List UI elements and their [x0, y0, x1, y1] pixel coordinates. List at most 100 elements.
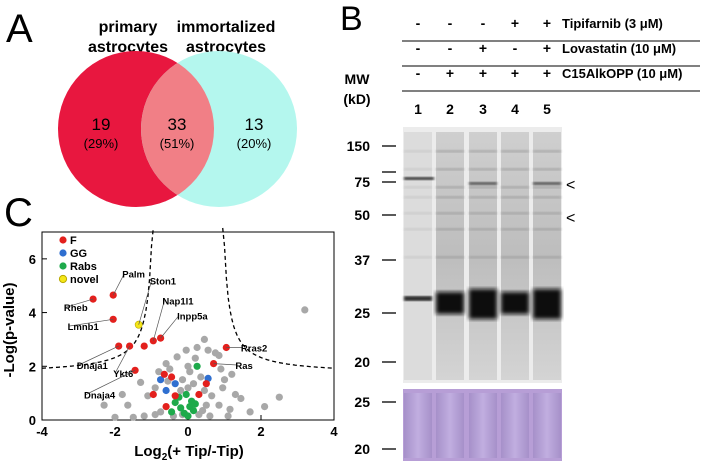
point-rabs: [168, 408, 176, 416]
faint-band: [533, 186, 561, 189]
point-rabs: [193, 362, 201, 370]
stain-lanes: [404, 393, 561, 458]
lane-number: 4: [511, 101, 519, 117]
y-tick-label: 6: [29, 252, 36, 267]
background-band: [404, 296, 432, 301]
faint-band: [501, 150, 529, 153]
condition-sign: +: [511, 15, 519, 31]
point-other: [237, 394, 245, 403]
point-other: [246, 408, 254, 416]
condition-sign: +: [479, 65, 487, 81]
point-other: [184, 384, 192, 392]
faint-band: [436, 212, 464, 215]
faint-band: [404, 256, 432, 259]
point-novel: [134, 320, 143, 329]
mw-label-50: 50: [354, 207, 370, 223]
gene-label-lmnb1: Lmnb1: [68, 322, 100, 333]
condition-label: Lovastatin (10 μM): [562, 41, 676, 56]
band-75kd-lane1: [404, 177, 434, 180]
point-other: [186, 368, 194, 376]
faint-band: [533, 256, 561, 259]
venn-overlap-count: 33: [168, 115, 187, 134]
panel-label-b: B: [340, 0, 363, 38]
point-other: [261, 403, 269, 411]
panel-label-c: C: [4, 191, 33, 235]
point-other: [215, 351, 223, 360]
point-other: [184, 362, 192, 370]
x-axis-label: Log2(+ Tip/-Tip): [134, 443, 244, 463]
lane-number: 1: [414, 101, 422, 117]
prenylated-protein-band: [533, 289, 561, 319]
point-f: [195, 390, 203, 399]
point-other: [231, 390, 239, 399]
point-other: [177, 386, 185, 395]
stain-mw-label-20: 20: [354, 441, 370, 457]
point-f: [149, 337, 157, 345]
stain-lane: [533, 393, 561, 458]
threshold-curve-right: [222, 227, 335, 369]
volcano-panel: C -Log(p-value) Log2(+ Tip/-Tip) -4 -2 0 2 4…: [1, 191, 338, 463]
point-rabs: [182, 390, 190, 399]
stain-marker-axis: 25 20: [354, 394, 396, 457]
faint-band: [501, 196, 529, 199]
venn-panel: A primary astrocytes immortalized astroc…: [6, 7, 297, 207]
faint-band: [501, 186, 529, 189]
faint-band: [404, 186, 432, 189]
y-tick-label: 4: [29, 306, 37, 321]
venn-left-title-line2: astrocytes: [88, 39, 168, 56]
point-other: [118, 390, 126, 399]
condition-sign: +: [543, 15, 551, 31]
point-other: [137, 378, 145, 386]
gene-label-rheb: Rheb: [64, 303, 88, 314]
point-other: [220, 376, 229, 384]
lane-number: 2: [446, 101, 454, 117]
point-f: [171, 392, 179, 400]
condition-label: C15AlkOPP (10 μM): [562, 66, 682, 81]
point-rabs: [191, 400, 199, 408]
faint-band: [533, 168, 561, 171]
faint-band: [533, 196, 561, 199]
condition-sign: +: [543, 65, 551, 81]
gene-label-dnaja1: Dnaja1: [77, 361, 109, 372]
band-75kd-lane3: [469, 182, 497, 185]
point-gg: [162, 386, 170, 395]
gene-label-palm: Palm: [122, 270, 145, 281]
prenylated-protein-band: [501, 292, 529, 314]
x-tick-label: -4: [36, 424, 48, 439]
plot-axes: -4 -2 0 2 4 0 2 4 6: [29, 231, 338, 439]
annotation-leader: [152, 300, 165, 341]
condition-sign: -: [448, 40, 453, 56]
point-f: [168, 373, 176, 381]
point-other: [217, 365, 225, 373]
venn-left-percent: (29%): [84, 136, 119, 151]
faint-band: [436, 228, 464, 231]
faint-band: [501, 212, 529, 215]
point-other: [219, 384, 227, 392]
blot-panel: B - - - + + Tipifarnib (3 μM) - - + - + Lovastatin …: [340, 0, 700, 461]
point-other: [275, 393, 283, 401]
y-tick-label: 0: [29, 413, 36, 428]
gene-label-ykt6: Ykt6: [113, 369, 133, 380]
condition-sign: +: [511, 65, 519, 81]
faint-band: [469, 186, 497, 189]
annotation-leader: [78, 345, 119, 366]
point-other: [100, 401, 108, 409]
point-other: [204, 346, 212, 354]
faint-band: [436, 196, 464, 199]
point-rabs: [184, 412, 192, 420]
prenylated-protein-band: [469, 289, 497, 319]
mw-label-37: 37: [354, 252, 370, 268]
faint-band: [501, 228, 529, 231]
point-rabs: [177, 404, 185, 412]
venn-right-percent: (20%): [237, 136, 272, 151]
point-other: [178, 376, 187, 384]
venn-left-count: 19: [92, 115, 111, 134]
point-gg: [171, 380, 179, 388]
faint-band: [533, 228, 561, 231]
annotation-leader: [160, 315, 180, 339]
point-f: [149, 390, 157, 399]
faint-band: [469, 150, 497, 153]
condition-sign: +: [479, 40, 487, 56]
venn-right-count: 13: [245, 115, 264, 134]
